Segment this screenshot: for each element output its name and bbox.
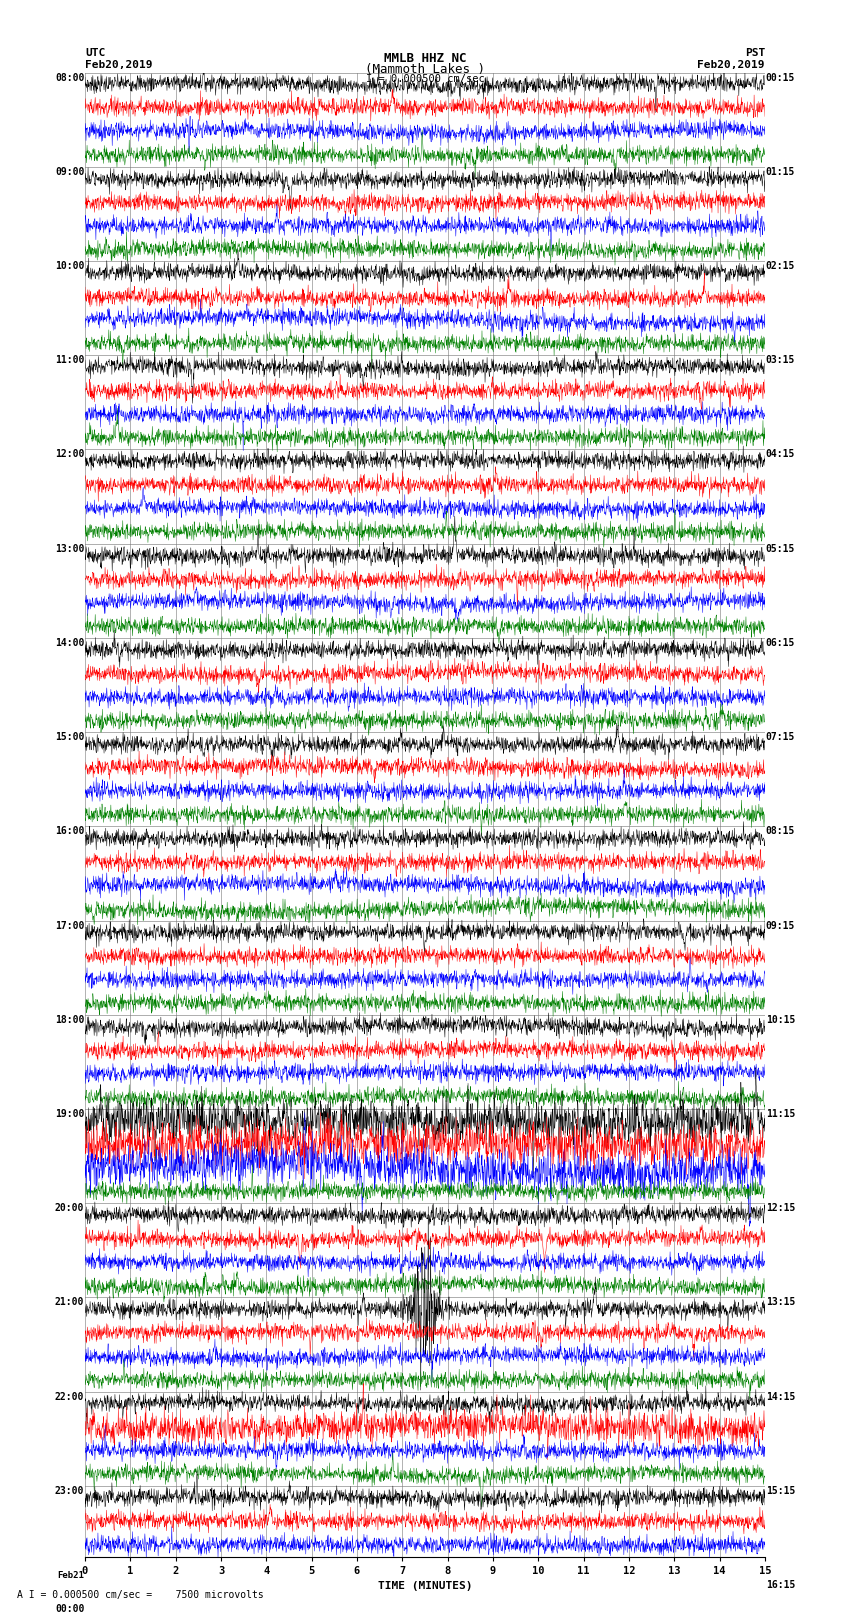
Text: 03:15: 03:15 (766, 355, 795, 365)
Text: 11:00: 11:00 (55, 355, 84, 365)
Text: 09:00: 09:00 (55, 166, 84, 177)
Text: 01:15: 01:15 (766, 166, 795, 177)
Text: 08:15: 08:15 (766, 826, 795, 837)
Text: 23:00: 23:00 (55, 1486, 84, 1495)
Text: 07:15: 07:15 (766, 732, 795, 742)
Text: 05:15: 05:15 (766, 544, 795, 553)
Text: 17:00: 17:00 (55, 921, 84, 931)
Text: (Mammoth Lakes ): (Mammoth Lakes ) (365, 63, 485, 76)
Text: A I = 0.000500 cm/sec =    7500 microvolts: A I = 0.000500 cm/sec = 7500 microvolts (17, 1590, 264, 1600)
Text: 04:15: 04:15 (766, 450, 795, 460)
Text: Feb21: Feb21 (58, 1571, 84, 1581)
Text: 18:00: 18:00 (55, 1015, 84, 1024)
Text: MMLB HHZ NC: MMLB HHZ NC (383, 52, 467, 65)
Text: 06:15: 06:15 (766, 637, 795, 648)
Text: 15:00: 15:00 (55, 732, 84, 742)
Text: 12:00: 12:00 (55, 450, 84, 460)
Text: Feb20,2019: Feb20,2019 (85, 60, 152, 69)
Text: 16:00: 16:00 (55, 826, 84, 837)
Text: 00:00: 00:00 (55, 1603, 84, 1613)
Text: 10:15: 10:15 (766, 1015, 795, 1024)
Text: 12:15: 12:15 (766, 1203, 795, 1213)
Text: 00:15: 00:15 (766, 73, 795, 82)
Text: 21:00: 21:00 (55, 1297, 84, 1308)
Text: 19:00: 19:00 (55, 1110, 84, 1119)
Text: 14:15: 14:15 (766, 1392, 795, 1402)
Text: 13:15: 13:15 (766, 1297, 795, 1308)
X-axis label: TIME (MINUTES): TIME (MINUTES) (377, 1581, 473, 1590)
Text: Feb20,2019: Feb20,2019 (698, 60, 765, 69)
Text: 15:15: 15:15 (766, 1486, 795, 1495)
Text: 08:00: 08:00 (55, 73, 84, 82)
Text: 16:15: 16:15 (766, 1581, 795, 1590)
Text: PST: PST (745, 48, 765, 58)
Text: 22:00: 22:00 (55, 1392, 84, 1402)
Text: 10:00: 10:00 (55, 261, 84, 271)
Text: I = 0.000500 cm/sec: I = 0.000500 cm/sec (366, 74, 484, 84)
Text: 13:00: 13:00 (55, 544, 84, 553)
Text: UTC: UTC (85, 48, 105, 58)
Text: 11:15: 11:15 (766, 1110, 795, 1119)
Text: 14:00: 14:00 (55, 637, 84, 648)
Text: 20:00: 20:00 (55, 1203, 84, 1213)
Text: |: | (375, 68, 382, 81)
Text: 09:15: 09:15 (766, 921, 795, 931)
Text: 02:15: 02:15 (766, 261, 795, 271)
